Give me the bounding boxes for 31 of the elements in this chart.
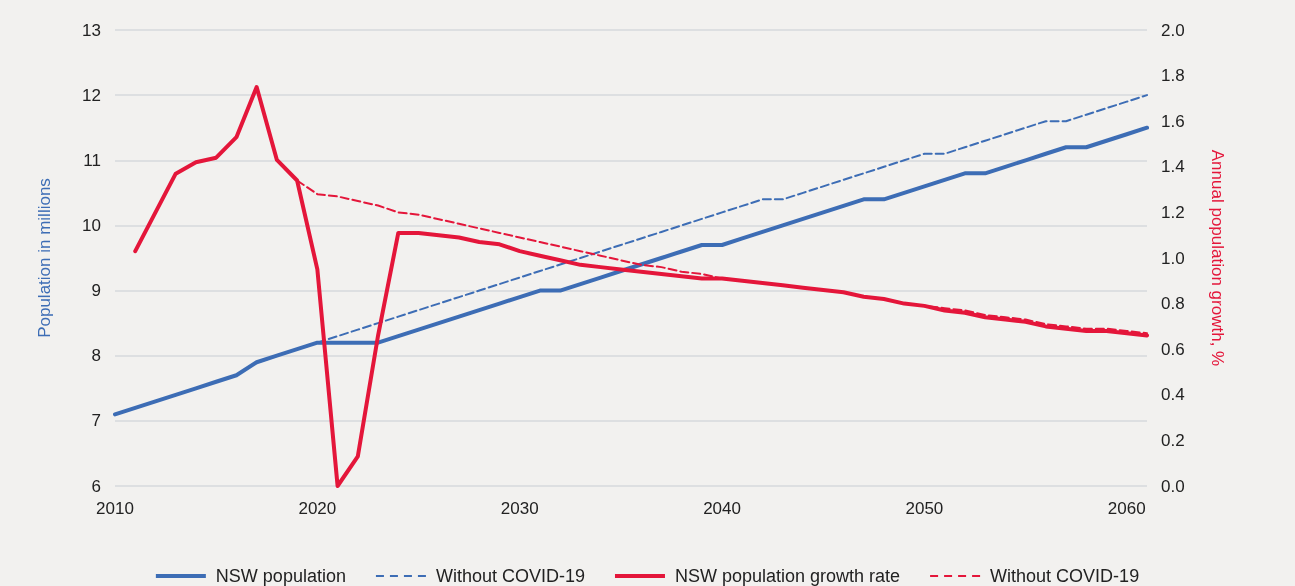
x-tick-label: 2040 <box>703 499 741 518</box>
y-tick-label: 10 <box>82 215 101 235</box>
y-tick-label: 8 <box>91 346 101 366</box>
legend-label: NSW population <box>215 566 346 586</box>
y2-tick-label: 1.6 <box>1161 111 1185 131</box>
y2-axis-title: Annual population growth, % <box>1208 149 1227 367</box>
y-tick-label: 11 <box>83 150 101 170</box>
legend-label: NSW population growth rate <box>674 566 901 586</box>
y2-tick-label: 0.2 <box>1161 430 1185 450</box>
x-tick-label: 2010 <box>96 499 134 518</box>
y-tick-label: 6 <box>91 476 101 496</box>
x-tick-label: 2020 <box>298 499 337 518</box>
y-tick-label: 9 <box>91 281 101 301</box>
y2-tick-label: 0.6 <box>1161 339 1185 359</box>
x-tick-label: 2050 <box>905 499 944 518</box>
x-tick-label: 2030 <box>500 499 539 518</box>
y2-tick-label: 2.0 <box>1161 20 1185 40</box>
y-tick-label: 7 <box>91 411 101 431</box>
y-axis-title: Population in millions <box>35 178 54 338</box>
y2-tick-label: 0.8 <box>1161 294 1185 314</box>
y2-tick-label: 0.0 <box>1161 476 1185 496</box>
y2-tick-label: 1.8 <box>1161 66 1185 86</box>
y2-tick-label: 1.0 <box>1161 248 1185 268</box>
y2-tick-label: 1.2 <box>1161 202 1185 222</box>
y-tick-label: 12 <box>82 85 101 105</box>
y2-tick-label: 1.4 <box>1161 157 1185 177</box>
x-tick-label: 2060 <box>1107 499 1146 518</box>
legend-label: Without COVID-19 <box>435 566 585 586</box>
legend-label: Without COVID-19 <box>990 566 1140 586</box>
y-tick-label: 13 <box>82 20 101 40</box>
y2-tick-label: 0.4 <box>1161 385 1185 405</box>
